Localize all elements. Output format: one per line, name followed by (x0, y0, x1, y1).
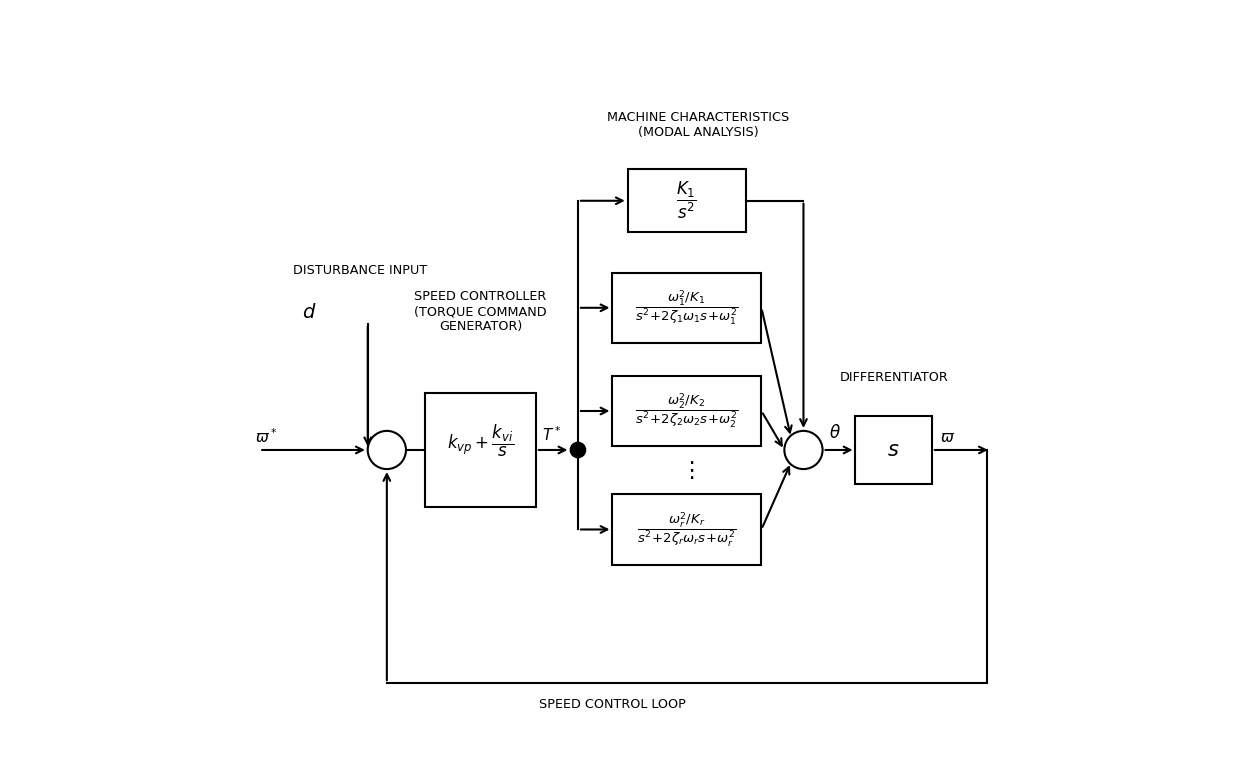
Bar (613, 376, 761, 446)
Bar (613, 494, 761, 564)
Text: $T^*$: $T^*$ (542, 425, 562, 444)
Bar (627, 169, 746, 232)
Text: $s$: $s$ (888, 440, 900, 460)
Bar (613, 273, 761, 343)
Text: DISTURBANCE INPUT: DISTURBANCE INPUT (293, 264, 427, 277)
Text: $\theta$: $\theta$ (828, 424, 841, 442)
Text: SPEED CONTROLLER
(TORQUE COMMAND
GENERATOR): SPEED CONTROLLER (TORQUE COMMAND GENERAT… (414, 290, 547, 333)
Text: $k_{vp}+\dfrac{k_{vi}}{s}$: $k_{vp}+\dfrac{k_{vi}}{s}$ (446, 423, 515, 459)
Text: $\vdots$: $\vdots$ (680, 459, 694, 481)
Text: MACHINE CHARACTERISTICS
(MODAL ANALYSIS): MACHINE CHARACTERISTICS (MODAL ANALYSIS) (608, 111, 790, 139)
Circle shape (570, 442, 585, 457)
Text: SPEED CONTROL LOOP: SPEED CONTROL LOOP (539, 698, 686, 711)
Text: $\varpi$: $\varpi$ (940, 430, 955, 445)
Text: $\varpi^*$: $\varpi^*$ (255, 427, 278, 446)
Text: $\dfrac{K_1}{s^2}$: $\dfrac{K_1}{s^2}$ (677, 180, 697, 222)
Bar (856, 416, 932, 484)
Text: $d$: $d$ (301, 303, 316, 322)
Text: $\dfrac{\omega_2^2/K_2}{s^2\!+\!2\zeta_2\omega_2 s\!+\!\omega_2^2}$: $\dfrac{\omega_2^2/K_2}{s^2\!+\!2\zeta_2… (635, 391, 739, 430)
Circle shape (368, 431, 405, 469)
Bar (425, 393, 536, 507)
Text: DIFFERENTIATOR: DIFFERENTIATOR (839, 371, 949, 384)
Text: −: − (370, 453, 383, 468)
Circle shape (785, 431, 822, 469)
Text: $\dfrac{\omega_1^2/K_1}{s^2\!+\!2\zeta_1\omega_1 s\!+\!\omega_1^2}$: $\dfrac{\omega_1^2/K_1}{s^2\!+\!2\zeta_1… (635, 288, 739, 327)
Text: +: + (371, 434, 382, 448)
Text: $\dfrac{\omega_r^2/K_r}{s^2\!+\!2\zeta_r\omega_r s\!+\!\omega_r^2}$: $\dfrac{\omega_r^2/K_r}{s^2\!+\!2\zeta_r… (637, 510, 737, 549)
